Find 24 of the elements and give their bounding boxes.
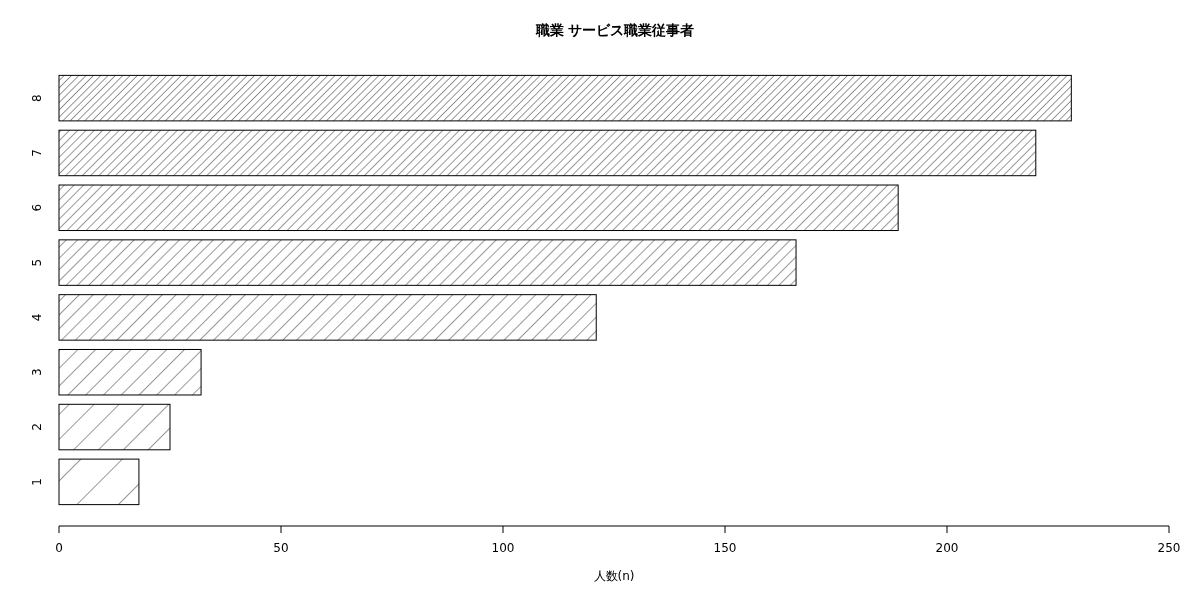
y-tick-label: 2 bbox=[30, 423, 44, 431]
x-tick-label: 150 bbox=[713, 541, 737, 555]
bar bbox=[58, 239, 797, 286]
x-tick-label: 100 bbox=[491, 541, 515, 555]
x-axis-title: 人数(n) bbox=[593, 569, 635, 583]
bar bbox=[58, 348, 202, 396]
bar bbox=[58, 294, 597, 341]
bar bbox=[58, 458, 140, 506]
x-tick-label: 50 bbox=[273, 541, 289, 555]
chart-title: 職業 サービス職業従事者 bbox=[534, 22, 695, 38]
y-tick-label: 6 bbox=[30, 203, 44, 212]
y-tick-label: 5 bbox=[30, 258, 44, 267]
x-tick-label: 200 bbox=[935, 541, 959, 555]
y-tick-label: 7 bbox=[30, 149, 44, 157]
y-tick-label: 1 bbox=[30, 478, 44, 486]
y-tick-label: 3 bbox=[30, 368, 44, 377]
y-tick-label: 8 bbox=[30, 94, 44, 102]
bar bbox=[58, 184, 899, 232]
y-tick-label: 4 bbox=[30, 313, 44, 322]
bar bbox=[58, 403, 171, 451]
bar bbox=[58, 129, 1037, 177]
bar bbox=[58, 74, 1072, 122]
x-tick-label: 250 bbox=[1157, 541, 1181, 555]
x-tick-label: 0 bbox=[55, 541, 63, 555]
